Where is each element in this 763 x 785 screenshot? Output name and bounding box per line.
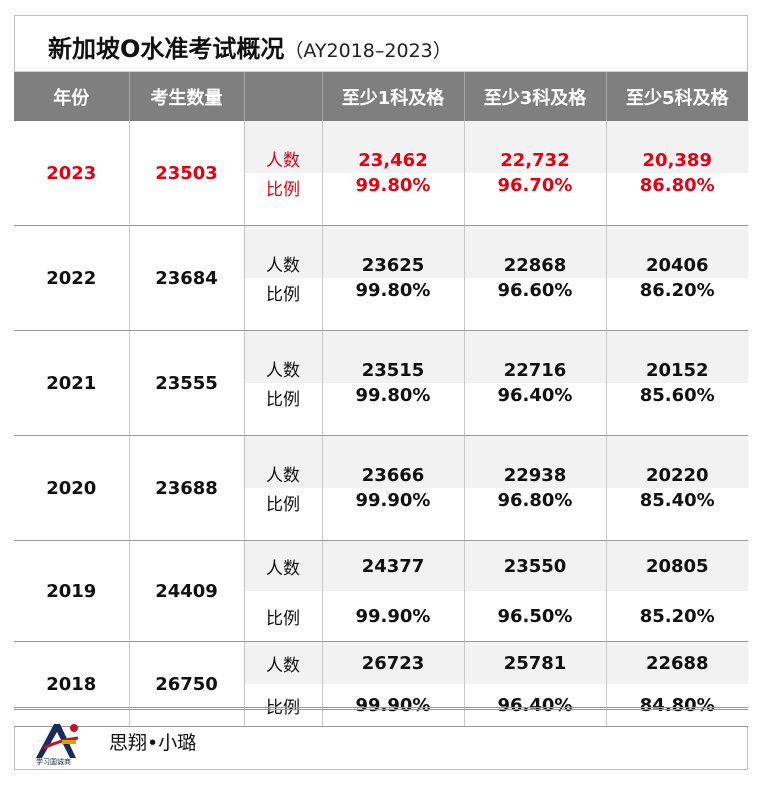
count-label: 人数 (244, 121, 323, 173)
year-cell: 2023 (14, 121, 130, 226)
ratio-cell: 96.40% (464, 383, 607, 436)
count-cell: 23550 (464, 540, 607, 591)
count-cell: 23666 (322, 435, 465, 488)
ratio-cell: 99.90% (322, 684, 465, 727)
count-cell: 22688 (606, 641, 748, 684)
count-cell: 23515 (322, 330, 465, 383)
ratio-label: 比例 (244, 383, 323, 436)
author-signature: 思翔•小璐 (109, 732, 197, 754)
ratio-cell: 86.80% (606, 173, 748, 226)
ratio-cell: 99.80% (322, 383, 465, 436)
year-cell: 2020 (14, 435, 130, 541)
table-row: 比例 99.80% 96.60% 86.20% (14, 278, 748, 331)
table-row: 2018 26750 人数 26723 25781 22688 (14, 641, 748, 727)
header-blank (244, 72, 323, 121)
year-cell: 2019 (14, 540, 130, 642)
count-cell: 20220 (606, 435, 748, 488)
count-label: 人数 (244, 225, 323, 278)
count-cell: 20805 (606, 540, 748, 591)
count-cell: 20152 (606, 330, 748, 383)
count-cell: 22868 (464, 225, 607, 278)
table-header-row: 年份 考生数量 至少1科及格 至少3科及格 至少5科及格 (14, 72, 748, 121)
page-title: 新加坡O水准考试概况（AY2018–2023） (48, 35, 452, 63)
ratio-cell: 96.80% (464, 488, 607, 541)
header-pass-5: 至少5科及格 (606, 72, 748, 121)
candidates-cell: 24409 (129, 540, 245, 642)
header-candidates: 考生数量 (129, 72, 245, 121)
table-row: 2023 23503 人数 23,462 22,732 20,389 (14, 121, 748, 226)
count-cell: 22716 (464, 330, 607, 383)
count-label: 人数 (244, 435, 323, 488)
ratio-cell: 99.80% (322, 173, 465, 226)
brand-logo-icon (36, 724, 79, 758)
header-pass-1: 至少1科及格 (322, 72, 465, 121)
table-row: 2021 23555 人数 23515 22716 20152 (14, 330, 748, 436)
ratio-cell: 85.60% (606, 383, 748, 436)
ratio-label: 比例 (244, 488, 323, 541)
candidates-cell: 23688 (129, 435, 245, 541)
ratio-cell: 86.20% (606, 278, 748, 331)
count-cell: 22,732 (464, 121, 607, 173)
count-label: 人数 (244, 330, 323, 383)
year-cell: 2018 (14, 641, 130, 727)
table-row: 比例 99.90% 96.50% 85.20% (14, 591, 748, 642)
count-cell: 22938 (464, 435, 607, 488)
candidates-cell: 23503 (129, 121, 245, 226)
exam-stats-table: 年份 考生数量 至少1科及格 至少3科及格 至少5科及格 2023 23503 … (14, 72, 748, 727)
candidates-cell: 26750 (129, 641, 245, 727)
page-subtitle: （AY2018–2023） (284, 40, 452, 62)
ratio-cell: 85.40% (606, 488, 748, 541)
ratio-cell: 96.70% (464, 173, 607, 226)
count-label: 人数 (244, 540, 323, 591)
table-row: 2022 23684 人数 23625 22868 20406 (14, 225, 748, 331)
ratio-cell: 96.60% (464, 278, 607, 331)
ratio-cell: 84.80% (606, 684, 748, 727)
ratio-cell: 85.20% (606, 591, 748, 642)
candidates-cell: 23684 (129, 225, 245, 331)
table-row: 比例 99.90% 96.80% 85.40% (14, 488, 748, 541)
header-pass-3: 至少3科及格 (464, 72, 607, 121)
ratio-cell: 99.90% (322, 591, 465, 642)
ratio-cell: 99.90% (322, 488, 465, 541)
table-row: 2019 24409 人数 24377 23550 20805 (14, 540, 748, 642)
table-row: 2020 23688 人数 23666 22938 20220 (14, 435, 748, 541)
count-cell: 25781 (464, 641, 607, 684)
ratio-label: 比例 (244, 173, 323, 226)
count-cell: 24377 (322, 540, 465, 591)
ratio-label: 比例 (244, 278, 323, 331)
table-row: 比例 99.90% 96.40% 84.80% (14, 684, 748, 727)
table-row: 比例 99.80% 96.40% 85.60% (14, 383, 748, 436)
year-cell: 2021 (14, 330, 130, 436)
count-cell: 23,462 (322, 121, 465, 173)
year-cell: 2022 (14, 225, 130, 331)
ratio-cell: 96.50% (464, 591, 607, 642)
count-label: 人数 (244, 641, 323, 684)
count-cell: 26723 (322, 641, 465, 684)
count-cell: 20406 (606, 225, 748, 278)
logo-text: 学习国诚商 (36, 758, 71, 766)
count-cell: 20,389 (606, 121, 748, 173)
ratio-cell: 96.40% (464, 684, 607, 727)
ratio-label: 比例 (244, 591, 323, 642)
footer: 学习国诚商 思翔•小璐 (14, 707, 748, 770)
title-bar: 新加坡O水准考试概况（AY2018–2023） (14, 15, 748, 72)
candidates-cell: 23555 (129, 330, 245, 436)
table-row: 比例 99.80% 96.70% 86.80% (14, 173, 748, 226)
count-cell: 23625 (322, 225, 465, 278)
ratio-cell: 99.80% (322, 278, 465, 331)
header-year: 年份 (14, 72, 130, 121)
